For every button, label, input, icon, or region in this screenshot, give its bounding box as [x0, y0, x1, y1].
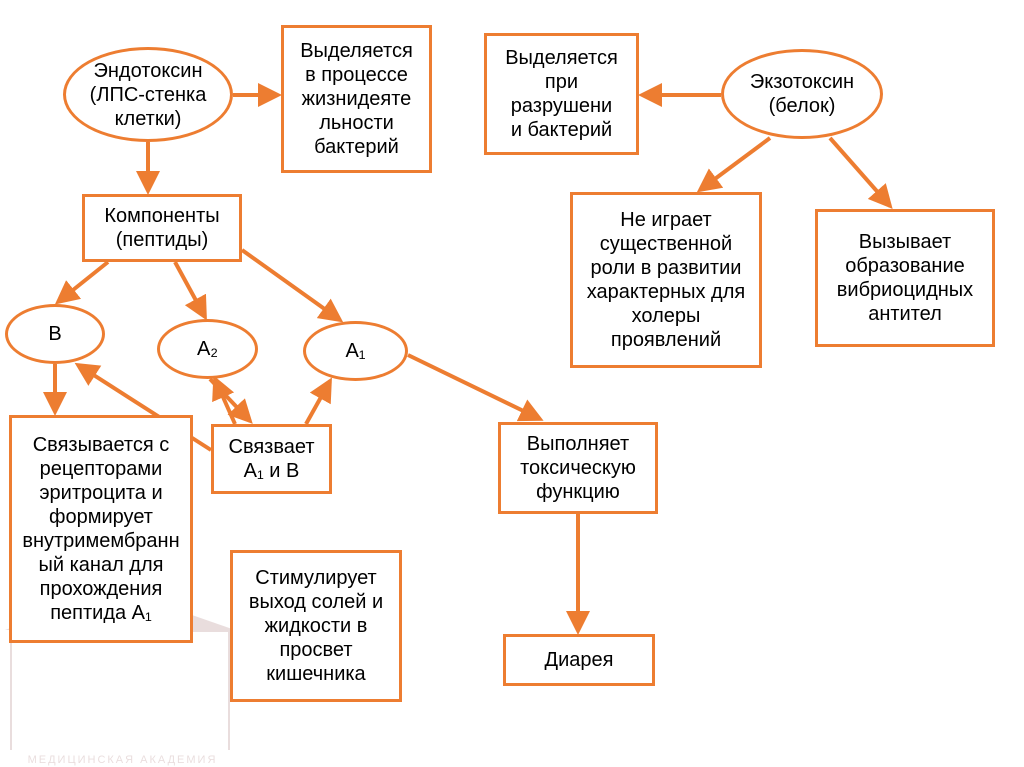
edge-exotoxin-to-antibodies: [830, 138, 890, 206]
edge-A2-to-bindsA2: [210, 379, 250, 421]
edge-bindsA2-to-A2: [215, 379, 235, 424]
node-A2: A₂: [157, 319, 258, 379]
node-exotoxin: Экзотоксин (белок): [721, 49, 883, 139]
node-label-release2: Выделяется при разрушени и бактерий: [505, 46, 618, 142]
node-label-stimulate: Стимулирует выход солей и жидкости в про…: [249, 566, 383, 686]
node-label-norole: Не играет существенной роли в развитии х…: [587, 208, 745, 352]
edge-components-to-A2: [175, 262, 205, 317]
node-label-exotoxin: Экзотоксин (белок): [750, 70, 854, 118]
node-label-bindsB: Связывается с рецепторами эритроцита и ф…: [22, 433, 179, 625]
node-antibodies: Вызывает образование вибриоцидных антите…: [815, 209, 995, 347]
edge-components-to-A1: [242, 250, 340, 320]
node-toxic: Выполняет токсическую функцию: [498, 422, 658, 514]
node-bindsA2: Связвает A₁ и В: [211, 424, 332, 494]
node-release1: Выделяется в процессе жизнидеяте льности…: [281, 25, 432, 173]
node-label-diarrhea: Диарея: [545, 648, 614, 672]
edge-A1-to-toxic: [408, 355, 540, 419]
node-A1: A₁: [303, 321, 408, 381]
node-label-release1: Выделяется в процессе жизнидеяте льности…: [300, 39, 413, 159]
node-norole: Не играет существенной роли в развитии х…: [570, 192, 762, 368]
node-stimulate: Стимулирует выход солей и жидкости в про…: [230, 550, 402, 702]
node-endotoxin: Эндотоксин (ЛПС-стенка клетки): [63, 47, 233, 142]
edge-bindsA2-to-A1: [306, 381, 330, 424]
watermark-label: МЕДИЦИНСКАЯ АКАДЕМИЯ: [10, 754, 235, 766]
node-label-B: B: [48, 322, 61, 346]
node-label-toxic: Выполняет токсическую функцию: [520, 432, 636, 504]
node-label-endotoxin: Эндотоксин (ЛПС-стенка клетки): [90, 59, 207, 131]
node-label-antibodies: Вызывает образование вибриоцидных антите…: [837, 230, 973, 326]
node-bindsB: Связывается с рецепторами эритроцита и ф…: [9, 415, 193, 643]
node-label-A2: A₂: [197, 337, 218, 361]
node-release2: Выделяется при разрушени и бактерий: [484, 33, 639, 155]
node-diarrhea: Диарея: [503, 634, 655, 686]
edge-exotoxin-to-norole: [700, 138, 770, 190]
node-label-components: Компоненты (пептиды): [104, 204, 219, 252]
node-B: B: [5, 304, 105, 364]
node-label-A1: A₁: [345, 339, 365, 363]
node-label-bindsA2: Связвает A₁ и В: [229, 435, 315, 483]
node-components: Компоненты (пептиды): [82, 194, 242, 262]
edge-components-to-B: [58, 262, 108, 302]
